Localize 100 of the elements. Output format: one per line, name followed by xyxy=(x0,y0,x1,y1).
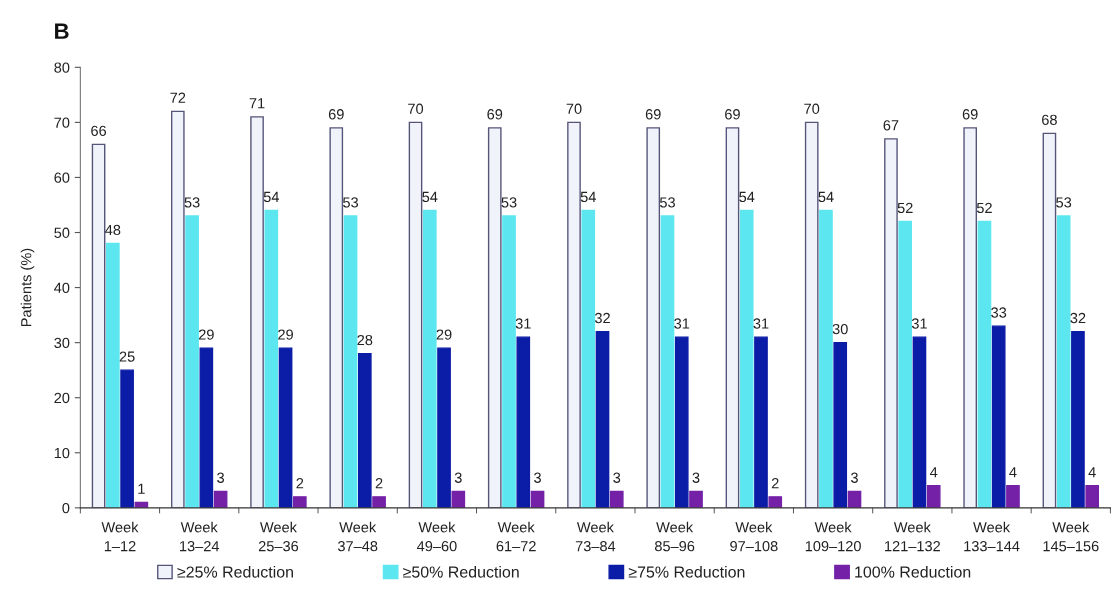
data-label: 71 xyxy=(249,98,265,109)
x-tick-label: Week 145–156 xyxy=(1043,521,1099,552)
bar xyxy=(408,121,423,508)
x-tick-label: Week 73–84 xyxy=(575,521,616,552)
data-label: 54 xyxy=(422,191,438,203)
data-label: 69 xyxy=(645,109,661,120)
data-label: 48 xyxy=(105,224,121,236)
chart-title: B xyxy=(55,23,69,39)
bar xyxy=(1071,330,1085,508)
data-label: 3 xyxy=(534,472,541,483)
data-label: 31 xyxy=(911,318,927,329)
bar xyxy=(991,325,1006,508)
data-label: 53 xyxy=(343,197,359,208)
data-label: 54 xyxy=(739,191,755,203)
data-label: 69 xyxy=(487,109,503,120)
data-label: 70 xyxy=(408,103,424,114)
bar xyxy=(660,215,675,508)
y-tick-label: 60 xyxy=(54,172,70,183)
data-label: 2 xyxy=(375,478,383,489)
x-tick-label: Week 61–72 xyxy=(496,521,536,552)
legend-label: ≥75% Reduction xyxy=(628,565,745,578)
x-tick-label: Week 133–144 xyxy=(964,521,1020,552)
data-label: 2 xyxy=(296,478,304,489)
bar xyxy=(199,347,214,508)
data-label: 53 xyxy=(1056,197,1072,208)
data-label: 31 xyxy=(753,318,769,329)
data-label: 70 xyxy=(566,103,582,114)
y-tick-label: 10 xyxy=(54,447,70,459)
bar xyxy=(437,347,451,508)
data-label: 3 xyxy=(850,472,858,483)
bar xyxy=(609,490,624,508)
bar xyxy=(120,369,134,508)
y-axis-title: Patients (%) xyxy=(20,248,35,327)
x-tick-label: Week 25–36 xyxy=(258,521,299,552)
bar xyxy=(264,209,279,508)
bar xyxy=(977,220,992,508)
bar xyxy=(329,127,344,508)
bar xyxy=(912,336,927,508)
x-tick-label: Week 1–12 xyxy=(101,521,139,552)
bar xyxy=(292,496,307,508)
bar xyxy=(646,127,661,508)
x-tick-label: Week 85–96 xyxy=(654,521,695,552)
bar xyxy=(595,330,610,508)
x-tick-label: Week 49–60 xyxy=(416,521,457,552)
bar xyxy=(278,347,293,508)
legend-label: ≥25% Reduction xyxy=(177,565,293,578)
y-tick-label: 80 xyxy=(54,62,70,73)
data-label: 1 xyxy=(138,483,145,494)
data-label: 28 xyxy=(357,334,373,346)
bar xyxy=(884,138,898,508)
legend-label: ≥50% Reduction xyxy=(403,565,519,578)
y-tick-label: 0 xyxy=(62,502,70,514)
bar xyxy=(516,336,531,508)
x-tick-label: Week 97–108 xyxy=(730,521,778,552)
y-tick-label: 40 xyxy=(54,282,70,294)
bar xyxy=(250,116,264,508)
data-label: 31 xyxy=(674,318,690,329)
data-label: 53 xyxy=(184,197,200,208)
bar xyxy=(689,490,703,508)
y-tick-label: 20 xyxy=(54,392,70,404)
data-label: 3 xyxy=(454,472,462,483)
data-label: 3 xyxy=(613,472,621,483)
bar xyxy=(106,242,120,508)
bar xyxy=(725,127,740,508)
data-label: 72 xyxy=(170,92,186,103)
data-label: 31 xyxy=(515,318,531,329)
data-label: 25 xyxy=(119,351,135,362)
bar xyxy=(739,209,754,508)
data-label: 33 xyxy=(991,307,1007,318)
y-tick-label: 50 xyxy=(54,227,70,238)
data-label: 4 xyxy=(1088,467,1096,478)
bar xyxy=(1056,215,1071,508)
bar xyxy=(185,215,199,508)
bar xyxy=(674,336,689,508)
legend-label: 100% Reduction xyxy=(855,565,971,578)
bar xyxy=(581,209,596,508)
data-label: 53 xyxy=(501,197,517,208)
y-tick-label: 70 xyxy=(54,117,70,128)
bar xyxy=(91,143,106,508)
data-label: 70 xyxy=(804,103,820,114)
bar xyxy=(833,341,848,508)
bar xyxy=(768,496,783,508)
y-tick-label: 30 xyxy=(54,337,70,349)
bar xyxy=(451,490,466,508)
data-label: 54 xyxy=(580,191,596,203)
data-label: 66 xyxy=(91,125,107,136)
bar xyxy=(357,352,372,508)
data-label: 67 xyxy=(883,120,899,131)
data-label: 29 xyxy=(436,329,452,340)
bar xyxy=(343,215,358,508)
data-label: 29 xyxy=(278,329,293,340)
data-label: 3 xyxy=(692,472,700,483)
bar xyxy=(372,496,386,508)
data-label: 2 xyxy=(771,478,779,489)
x-tick-label: Week 121–132 xyxy=(885,521,940,552)
data-label: 53 xyxy=(659,197,675,208)
data-label: 32 xyxy=(1070,312,1086,324)
data-label: 29 xyxy=(198,329,214,340)
bar xyxy=(1006,485,1020,508)
bar xyxy=(502,215,516,508)
